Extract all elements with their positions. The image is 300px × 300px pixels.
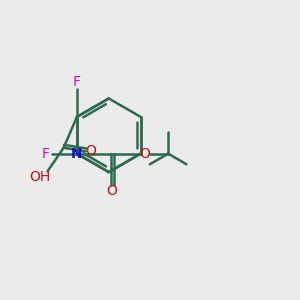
Text: F: F <box>73 75 81 89</box>
Text: F: F <box>41 147 50 161</box>
Text: N: N <box>71 147 83 161</box>
Text: O: O <box>85 144 97 158</box>
Text: OH: OH <box>29 169 51 184</box>
Text: O: O <box>106 184 117 198</box>
Text: O: O <box>140 147 150 161</box>
